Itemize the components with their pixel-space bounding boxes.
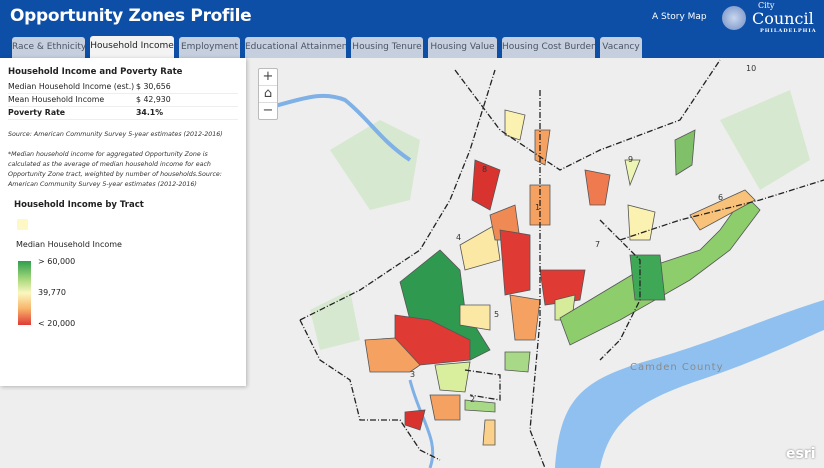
table-row: Poverty Rate 34.1%: [8, 106, 238, 120]
city-seal-icon: [722, 6, 746, 30]
row-label: Poverty Rate: [8, 106, 136, 120]
home-icon[interactable]: ⌂: [259, 86, 277, 103]
legend-ramp-group: > 60,000 39,770 < 20,000: [8, 257, 238, 329]
schuylkill-river-north: [259, 93, 412, 162]
logo-line-3: PHILADELPHIA: [760, 28, 817, 34]
zone-label-8: 8: [482, 165, 487, 174]
map-navigation-controls: + ⌂ −: [258, 68, 278, 120]
page-title: Opportunity Zones Profile: [10, 6, 252, 26]
schuylkill-river-south: [408, 379, 435, 468]
row-value: 34.1%: [136, 106, 238, 120]
tab-housing-tenure[interactable]: Housing Tenure: [351, 37, 423, 58]
legend-color-ramp: [18, 261, 31, 325]
legend-title: Household Income by Tract: [14, 200, 144, 210]
tab-educational-attainment[interactable]: Educational Attainment: [245, 37, 346, 58]
zone-label-4: 4: [456, 233, 461, 242]
opportunity-zone-boundaries: [299, 59, 824, 468]
city-council-logo[interactable]: City Council PHILADELPHIA: [752, 1, 817, 34]
row-value: $ 42,930: [136, 93, 238, 107]
zone-label-10: 10: [746, 64, 756, 73]
row-value: $ 30,656: [136, 81, 238, 94]
tab-employment[interactable]: Employment: [179, 37, 240, 58]
zone-label-5: 5: [494, 310, 499, 319]
logo-line-2: Council: [752, 9, 814, 28]
legend-mid-label: 39,770: [38, 288, 66, 297]
zone-label-1: 1: [535, 203, 540, 212]
row-label: Median Household Income (est.): [8, 81, 136, 94]
tab-household-income[interactable]: Household Income: [90, 36, 174, 58]
table-row: Median Household Income (est.) $ 30,656: [8, 81, 238, 94]
app-header: Opportunity Zones Profile A Story Map Ci…: [0, 0, 824, 58]
story-map-label: A Story Map: [652, 12, 707, 22]
row-label: Mean Household Income: [8, 93, 136, 107]
tab-housing-value[interactable]: Housing Value: [428, 37, 497, 58]
source-note: Source: American Community Survey 5-year…: [8, 131, 223, 138]
legend-subtitle: Median Household Income: [16, 240, 122, 249]
camden-county-label: Camden County: [630, 362, 723, 373]
tab-race-ethnicity[interactable]: Race & Ethnicity: [12, 37, 85, 58]
tab-vacancy[interactable]: Vacancy: [600, 37, 642, 58]
zone-label-7: 7: [595, 240, 600, 249]
legend-low-label: < 20,000: [38, 319, 76, 328]
legend-swatch: [17, 219, 28, 230]
zone-label-9: 9: [628, 155, 633, 164]
income-table: Median Household Income (est.) $ 30,656 M…: [8, 81, 238, 120]
zone-label-6: 6: [718, 193, 723, 202]
zoom-in-button[interactable]: +: [259, 69, 277, 86]
table-row: Mean Household Income $ 42,930: [8, 93, 238, 107]
parks: [310, 90, 810, 350]
tab-housing-cost-burden[interactable]: Housing Cost Burden: [502, 37, 595, 58]
legend-high-label: > 60,000: [38, 257, 76, 266]
info-panel: Household Income and Poverty Rate Median…: [0, 58, 246, 386]
delaware-river: [555, 300, 824, 468]
logo-line-1: City: [758, 1, 775, 10]
zone-label-2: 2: [470, 395, 475, 404]
zone-label-3: 3: [410, 370, 415, 379]
footnote: *Median household income for aggregated …: [8, 151, 222, 188]
tracts: [364, 109, 761, 446]
panel-heading: Household Income and Poverty Rate: [8, 67, 183, 77]
zoom-out-button[interactable]: −: [262, 103, 274, 118]
esri-attribution[interactable]: esri: [786, 446, 816, 462]
